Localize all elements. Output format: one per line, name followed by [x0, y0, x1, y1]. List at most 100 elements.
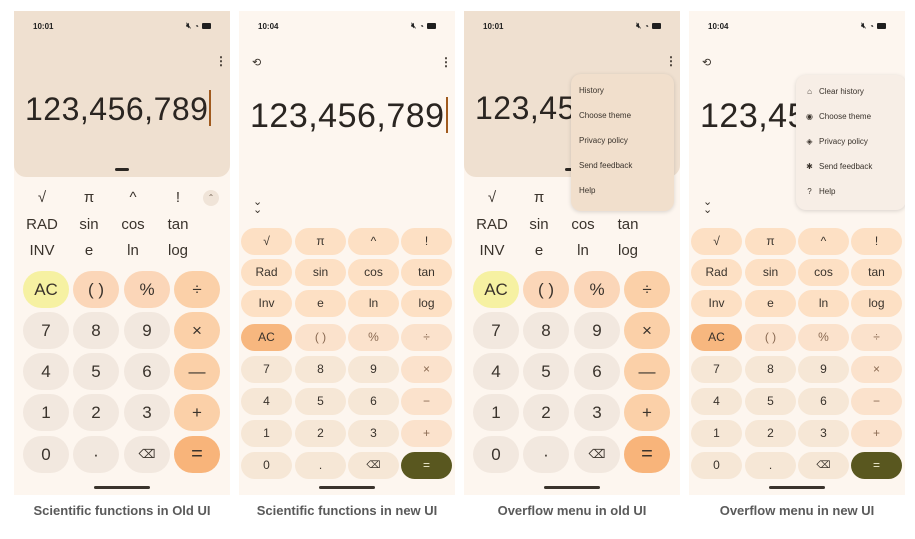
power-button[interactable]: ^: [348, 228, 399, 255]
digit-3-button[interactable]: 3: [124, 394, 170, 431]
digit-0-button[interactable]: 0: [691, 452, 742, 479]
ac-button[interactable]: AC: [241, 324, 292, 351]
power-button[interactable]: ^: [798, 228, 849, 255]
pi-button[interactable]: π: [745, 228, 796, 255]
subtract-button[interactable]: −: [851, 388, 902, 415]
tan-button[interactable]: tan: [167, 216, 189, 233]
digit-2-button[interactable]: 2: [295, 420, 346, 447]
sin-button[interactable]: sin: [529, 216, 549, 233]
digit-1-button[interactable]: 1: [691, 420, 742, 447]
digit-9-button[interactable]: 9: [574, 312, 620, 349]
sin-button[interactable]: sin: [745, 259, 796, 286]
digit-0-button[interactable]: 0: [23, 436, 69, 473]
digit-5-button[interactable]: 5: [523, 353, 569, 390]
rad-button[interactable]: Rad: [691, 259, 742, 286]
equals-button[interactable]: =: [401, 452, 452, 479]
digit-4-button[interactable]: 4: [23, 353, 69, 390]
menu-item-help[interactable]: ? Help: [805, 187, 835, 196]
log-button[interactable]: log: [617, 242, 639, 259]
digit-0-button[interactable]: 0: [473, 436, 519, 473]
digit-8-button[interactable]: 8: [523, 312, 569, 349]
backspace-icon[interactable]: ⌫: [124, 436, 170, 473]
percent-button[interactable]: %: [798, 324, 849, 351]
history-icon[interactable]: ⟲: [702, 57, 712, 69]
digit-2-button[interactable]: 2: [73, 394, 119, 431]
digit-1-button[interactable]: 1: [241, 420, 292, 447]
digit-3-button[interactable]: 3: [574, 394, 620, 431]
expand-chevron-icon[interactable]: ⌄ ⌄: [703, 196, 713, 216]
menu-item-clear-history[interactable]: ⌂ Clear history: [805, 87, 864, 96]
sqrt-button[interactable]: √: [37, 189, 47, 206]
display-value[interactable]: 123,456,789: [25, 90, 212, 128]
history-icon[interactable]: ⟲: [252, 57, 262, 69]
digit-3-button[interactable]: 3: [798, 420, 849, 447]
e-button[interactable]: e: [534, 242, 544, 259]
digit-6-button[interactable]: 6: [124, 353, 170, 390]
tan-button[interactable]: tan: [401, 259, 452, 286]
drag-handle[interactable]: [115, 168, 129, 171]
power-button[interactable]: ^: [129, 189, 137, 206]
ac-button[interactable]: AC: [23, 271, 69, 308]
menu-item-history[interactable]: History: [579, 86, 604, 95]
tan-button[interactable]: tan: [851, 259, 902, 286]
overflow-menu-icon[interactable]: ⋮: [215, 54, 227, 68]
equals-button[interactable]: =: [624, 436, 670, 473]
menu-item-send-feedback[interactable]: Send feedback: [579, 161, 633, 170]
digit-7-button[interactable]: 7: [691, 356, 742, 383]
digit-3-button[interactable]: 3: [348, 420, 399, 447]
parentheses-button[interactable]: ( ): [73, 271, 119, 308]
multiply-button[interactable]: ×: [401, 356, 452, 383]
pi-button[interactable]: π: [295, 228, 346, 255]
sin-button[interactable]: sin: [79, 216, 99, 233]
percent-button[interactable]: %: [348, 324, 399, 351]
digit-7-button[interactable]: 7: [241, 356, 292, 383]
ln-button[interactable]: ln: [798, 290, 849, 317]
cos-button[interactable]: cos: [798, 259, 849, 286]
subtract-button[interactable]: —: [174, 353, 220, 390]
digit-6-button[interactable]: 6: [574, 353, 620, 390]
decimal-button[interactable]: .: [745, 452, 796, 479]
e-button[interactable]: e: [295, 290, 346, 317]
digit-1-button[interactable]: 1: [23, 394, 69, 431]
multiply-button[interactable]: ×: [851, 356, 902, 383]
overflow-menu-icon[interactable]: ⋮: [440, 55, 452, 69]
divide-button[interactable]: ÷: [401, 324, 452, 351]
digit-0-button[interactable]: 0: [241, 452, 292, 479]
pi-button[interactable]: π: [533, 189, 545, 206]
log-button[interactable]: log: [167, 242, 189, 259]
parentheses-button[interactable]: ( ): [295, 324, 346, 351]
subtract-button[interactable]: —: [624, 353, 670, 390]
equals-button[interactable]: =: [174, 436, 220, 473]
cos-button[interactable]: cos: [571, 216, 595, 233]
add-button[interactable]: +: [401, 420, 452, 447]
digit-7-button[interactable]: 7: [473, 312, 519, 349]
ac-button[interactable]: AC: [473, 271, 519, 308]
divide-button[interactable]: ÷: [624, 271, 670, 308]
digit-7-button[interactable]: 7: [23, 312, 69, 349]
tan-button[interactable]: tan: [617, 216, 639, 233]
add-button[interactable]: +: [174, 394, 220, 431]
digit-9-button[interactable]: 9: [124, 312, 170, 349]
display-value[interactable]: 123,45: [700, 97, 807, 135]
menu-item-choose-theme[interactable]: Choose theme: [579, 111, 632, 120]
digit-5-button[interactable]: 5: [73, 353, 119, 390]
digit-5-button[interactable]: 5: [295, 388, 346, 415]
divide-button[interactable]: ÷: [174, 271, 220, 308]
rad-button[interactable]: RAD: [26, 216, 58, 233]
log-button[interactable]: log: [851, 290, 902, 317]
decimal-button[interactable]: .: [295, 452, 346, 479]
digit-4-button[interactable]: 4: [691, 388, 742, 415]
divide-button[interactable]: ÷: [851, 324, 902, 351]
factorial-button[interactable]: !: [401, 228, 452, 255]
menu-item-privacy-policy[interactable]: ◈ Privacy policy: [805, 137, 867, 146]
collapse-scientific-icon[interactable]: ⌃: [203, 190, 219, 206]
inv-button[interactable]: Inv: [241, 290, 292, 317]
digit-4-button[interactable]: 4: [241, 388, 292, 415]
rad-button[interactable]: Rad: [241, 259, 292, 286]
menu-item-privacy-policy[interactable]: Privacy policy: [579, 136, 628, 145]
multiply-button[interactable]: ×: [174, 312, 220, 349]
digit-8-button[interactable]: 8: [295, 356, 346, 383]
factorial-button[interactable]: !: [175, 189, 181, 206]
digit-2-button[interactable]: 2: [745, 420, 796, 447]
pi-button[interactable]: π: [83, 189, 95, 206]
